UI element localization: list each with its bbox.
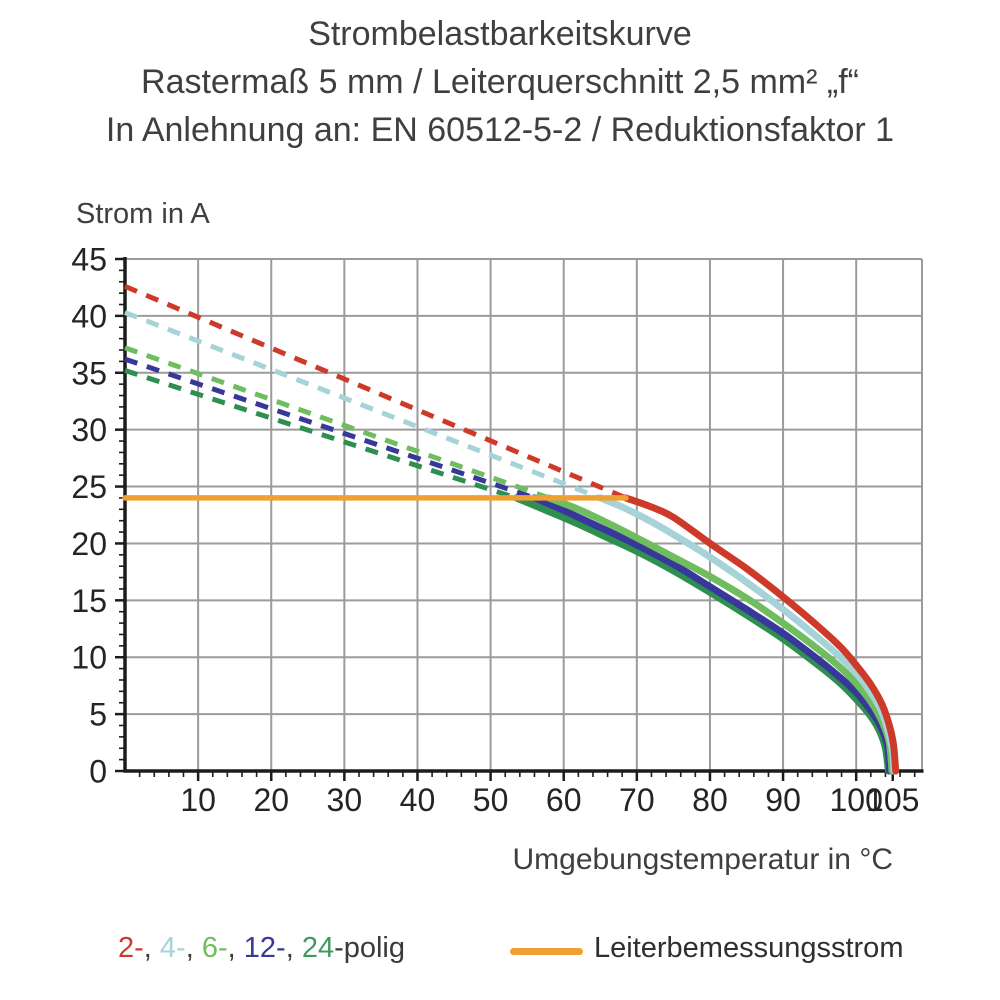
legend-row: 2-, 4-, 6-, 12-, 24-polig Leiterbemessun… <box>0 932 1000 978</box>
legend-text: -polig <box>334 932 406 964</box>
x-tick-label: 60 <box>546 782 582 818</box>
y-tick-label: 10 <box>71 640 107 676</box>
y-tick-label: 20 <box>71 526 107 562</box>
legend-pole-label: 24 <box>301 932 335 964</box>
derating-dashed-line-4-polig <box>124 310 602 501</box>
derating-dashed-line-2-polig <box>124 284 627 501</box>
chart-title-line2: Rastermaß 5 mm / Leiterquerschnitt 2,5 m… <box>141 63 859 101</box>
reference-line-swatch <box>510 948 583 955</box>
x-tick-label: 50 <box>473 782 509 818</box>
legend-text: , <box>227 932 244 964</box>
load-curve-6-polig <box>545 494 896 775</box>
legend-pole-count-labels: 2-, 4-, 6-, 12-, 24-polig <box>118 932 405 965</box>
legend-pole-label: 12- <box>243 932 286 964</box>
legend-pole-label: 6- <box>201 932 228 964</box>
x-tick-label: 30 <box>327 782 363 818</box>
load-curve-2-polig <box>622 494 900 775</box>
x-tick-label: 70 <box>619 782 655 818</box>
reference-line-label: Leiterbemessungsstrom <box>594 932 904 964</box>
y-axis-title: Strom in A <box>76 198 210 230</box>
x-tick-label: 105 <box>866 782 919 818</box>
chart-title-block: Strombelastbarkeitskurve Rastermaß 5 mm … <box>0 10 1000 154</box>
y-tick-label: 45 <box>71 242 107 278</box>
x-tick-label: 80 <box>692 782 728 818</box>
x-tick-label: 40 <box>400 782 436 818</box>
y-tick-label: 5 <box>89 697 107 733</box>
chart-title-line3: In Anlehnung an: EN 60512-5-2 / Reduktio… <box>105 111 895 149</box>
x-tick-label: 100 <box>829 782 882 818</box>
derating-dashed-line-12-polig <box>124 356 536 501</box>
x-tick-label: 10 <box>180 782 216 818</box>
y-tick-label: 35 <box>71 355 107 391</box>
y-tick-label: 30 <box>71 412 107 448</box>
legend-text: , <box>285 932 302 964</box>
legend-pole-label: 4- <box>159 932 186 964</box>
y-tick-label: 0 <box>89 754 107 790</box>
derating-dashed-line-6-polig <box>124 345 550 501</box>
x-tick-label: 90 <box>765 782 801 818</box>
y-tick-label: 15 <box>71 583 107 619</box>
y-tick-label: 25 <box>71 469 107 505</box>
legend-text: , <box>143 932 160 964</box>
x-tick-label: 20 <box>253 782 289 818</box>
chart-title-line1: Strombelastbarkeitskurve <box>308 15 692 53</box>
load-curve-12-polig <box>530 494 894 775</box>
legend-text: , <box>185 932 202 964</box>
x-axis-title: Umgebungstemperatur in °C <box>512 843 893 876</box>
y-tick-label: 40 <box>71 298 107 334</box>
legend-pole-label: 2- <box>118 932 144 964</box>
